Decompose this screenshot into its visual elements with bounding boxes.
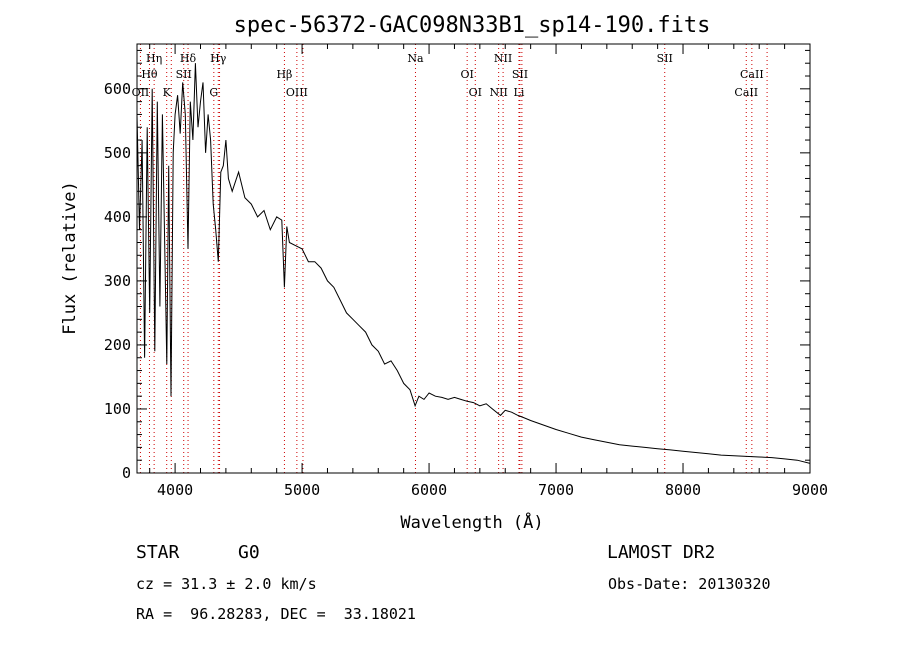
- y-tick-label: 100: [104, 400, 131, 418]
- y-axis-label: Flux (relative): [60, 181, 80, 335]
- survey-name: LAMOST DR2: [607, 542, 716, 563]
- spectrum-line: [136, 63, 811, 464]
- line-label: OI: [469, 86, 482, 99]
- line-label: CaII: [734, 86, 758, 99]
- line-label: OI: [460, 68, 473, 81]
- y-tick-label: 200: [104, 336, 131, 354]
- obs-date: Obs-Date: 20130320: [608, 575, 771, 593]
- line-label: Hδ: [180, 52, 197, 65]
- line-label: OIII: [286, 86, 308, 99]
- y-tick-label: 500: [104, 144, 131, 162]
- x-tick-label: 6000: [411, 481, 447, 499]
- line-label: NII: [489, 86, 507, 99]
- x-tick-label: 8000: [665, 481, 701, 499]
- line-label: Li: [514, 86, 525, 99]
- line-label: CaII: [740, 68, 764, 81]
- line-label: K: [163, 86, 172, 99]
- x-axis-label: Wavelength (Å): [400, 511, 543, 533]
- x-tick-label: 5000: [284, 481, 320, 499]
- line-label: NII: [494, 52, 512, 65]
- line-label: OII: [132, 86, 150, 99]
- line-label: SII: [512, 68, 528, 81]
- line-label: Hγ: [210, 52, 227, 65]
- y-tick-label: 0: [122, 464, 131, 482]
- line-label: Hβ: [276, 68, 292, 81]
- y-tick-label: 400: [104, 208, 131, 226]
- object-class: STAR: [136, 542, 180, 563]
- line-label: SII: [176, 68, 192, 81]
- line-label: Hη: [146, 52, 162, 65]
- line-label: Hθ: [141, 68, 158, 81]
- y-tick-label: 600: [104, 80, 131, 98]
- plot-frame: [136, 43, 811, 474]
- line-label: G: [209, 86, 218, 99]
- y-tick-label: 300: [104, 272, 131, 290]
- x-tick-label: 7000: [538, 481, 574, 499]
- line-label: SII: [657, 52, 673, 65]
- object-subclass: G0: [238, 542, 260, 563]
- line-label: Na: [407, 52, 424, 65]
- redshift-value: cz = 31.3 ± 2.0 km/s: [136, 575, 317, 593]
- x-tick-label: 4000: [157, 481, 193, 499]
- chart-title: spec-56372-GAC098N33B1_sp14-190.fits: [234, 13, 711, 38]
- axis-ticks: 4000 5000 6000 7000 8000 9000 0 100 200 300 400 500…: [104, 44, 828, 499]
- coordinates: RA = 96.28283, DEC = 33.18021: [136, 605, 416, 623]
- x-tick-label: 9000: [792, 481, 828, 499]
- plot-area: [136, 63, 811, 464]
